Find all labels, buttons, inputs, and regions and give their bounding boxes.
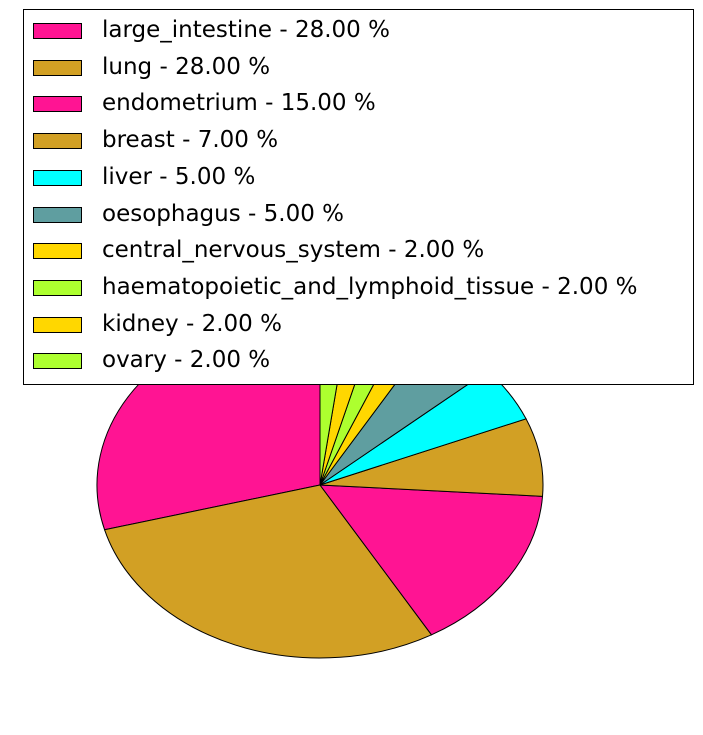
legend-swatch — [33, 243, 82, 260]
legend-swatch — [33, 316, 82, 333]
legend-swatch — [33, 206, 82, 223]
legend-label: oesophagus - 5.00 % — [102, 200, 345, 227]
legend-label: liver - 5.00 % — [102, 163, 256, 190]
pie-slice-endometrium — [318, 484, 544, 636]
legend-swatch — [33, 133, 82, 150]
legend-swatch — [33, 59, 82, 76]
legend-label: haematopoietic_and_lymphoid_tissue - 2.0… — [102, 273, 638, 300]
legend-swatch — [33, 279, 82, 296]
legend-label: breast - 7.00 % — [102, 127, 279, 154]
legend-label: endometrium - 15.00 % — [102, 90, 376, 117]
legend-swatch — [33, 23, 82, 39]
legend-label: kidney - 2.00 % — [102, 310, 282, 337]
legend-label: lung - 28.00 % — [102, 53, 271, 80]
legend-label: large_intestine - 28.00 % — [102, 17, 390, 43]
pie-slice-lung — [103, 484, 433, 659]
legend: large_intestine - 28.00 % lung - 28.00 % e… — [23, 9, 694, 385]
legend-swatch — [33, 169, 82, 186]
legend-swatch — [33, 96, 82, 113]
pie-slice-breast — [319, 418, 544, 497]
legend-label: central_nervous_system - 2.00 % — [102, 237, 485, 264]
legend-label: ovary - 2.00 % — [102, 347, 271, 374]
legend-swatch — [33, 353, 82, 370]
